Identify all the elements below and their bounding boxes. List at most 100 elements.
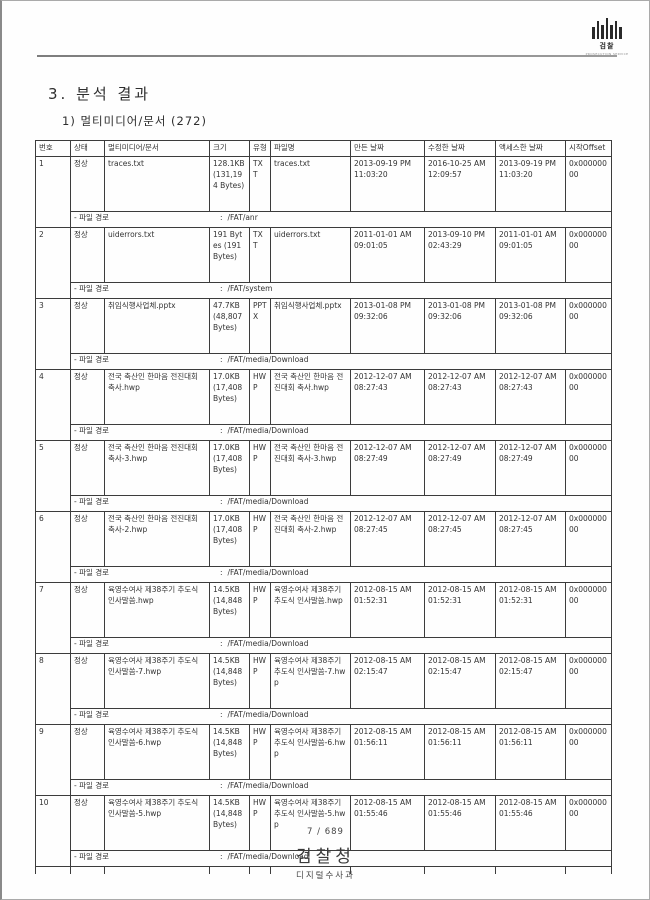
file-path-colon: : [220,709,223,719]
file-path-row: - 파일 경로: /FAT/media/Download [36,636,612,654]
page-indicator: 7 / 689 [307,827,344,837]
cell-number: 7 [35,581,71,654]
cell-created-date: 2012-08-15 AM 02:15:47 [350,652,425,709]
cell-document: 전국 축산인 한마음 전진대회 축사-2.hwp [104,510,210,567]
cell-accessed-date: 2013-09-19 PM 11:03:20 [495,155,566,212]
cell-modified-date: 2012-12-07 AM 08:27:45 [424,510,496,567]
table-row: 5 정상 전국 축산인 한마음 전진대회 축사-3.hwp 17.0KB (17… [35,439,612,512]
cell-filename: 육영수여사 제38주기 추도식 인사말씀-7.hwp [270,652,351,709]
table-row: 8 정상 육영수여사 제38주기 추도식 인사말씀-7.hwp 14.5KB (… [35,652,612,725]
cell-document: 육영수여사 제38주기 추도식 인사말씀.hwp [104,581,210,638]
logo-english-text: PROSECUTION SERVICE [585,52,629,56]
cell-status: 정상 [70,723,105,780]
file-path-colon: : [220,851,223,861]
cell-modified-date: 2012-08-15 AM 02:15:47 [424,652,496,709]
file-path-colon: : [220,425,223,435]
cell-accessed-date: 2012-08-15 AM 01:56:11 [495,723,566,780]
header-filename: 파일명 [270,140,351,157]
cell-filename: 육영수여사 제38주기 추도식 인사말씀.hwp [270,581,351,638]
file-path-row: - 파일 경로: /FAT/media/Download [36,423,612,441]
file-path-row: - 파일 경로: /FAT/system [36,281,612,299]
file-path-row: - 파일 경로: /FAT/anr [36,210,612,228]
cell-document: 육영수여사 제38주기 추도식 인사말씀-6.hwp [104,723,210,780]
cell-filename: 전국 축산인 한마음 전진대회 축사.hwp [270,368,351,425]
file-path-label: - 파일 경로 [74,567,110,577]
file-path-value: /FAT/media/Download [227,709,309,719]
cell-modified-date: 2016-10-25 AM 12:09:57 [424,155,496,212]
cell-type: TXT [249,226,271,283]
file-path-value: /FAT/anr [227,212,258,222]
cell-size: 14.5KB (14,848 Bytes) [209,581,250,638]
cell-number: 1 [35,155,71,228]
file-path-colon: : [220,354,223,364]
file-path-row: - 파일 경로: /FAT/media/Download [36,778,612,796]
file-path-label: - 파일 경로 [74,709,110,719]
cell-size: 17.0KB (17,408 Bytes) [209,439,250,496]
file-path-colon: : [220,638,223,648]
file-path-colon: : [220,496,223,506]
cell-created-date: 2012-12-07 AM 08:27:49 [350,439,425,496]
logo-bars-icon [583,17,631,39]
cell-type: HWP [249,581,271,638]
header-status: 상태 [70,140,105,157]
cell-modified-date: 2012-12-07 AM 08:27:49 [424,439,496,496]
cell-created-date: 2012-08-15 AM 01:55:46 [350,794,425,851]
cell-file-path: - 파일 경로: /FAT/media/Download [70,423,612,441]
cell-accessed-date: 2012-12-07 AM 08:27:49 [495,439,566,496]
file-path-value: /FAT/media/Download [227,638,309,648]
cell-document: 취임식행사업체.pptx [104,297,210,354]
cell-size: 47.7KB (48,807 Bytes) [209,297,250,354]
header-modified-date: 수정한 날짜 [424,140,496,157]
header-created-date: 만든 날짜 [350,140,425,157]
file-path-label: - 파일 경로 [74,496,110,506]
cell-type: HWP [249,510,271,567]
cell-file-path: - 파일 경로: /FAT/system [70,281,612,299]
file-path-colon: : [220,567,223,577]
cell-type: HWP [249,439,271,496]
cell-start-offset: 0x00000000 [565,581,612,638]
cell-modified-date: 2012-12-07 AM 08:27:43 [424,368,496,425]
cell-document: 전국 축산인 한마음 전진대회 축사.hwp [104,368,210,425]
cell-created-date: 2013-09-19 PM 11:03:20 [350,155,425,212]
file-path-value: /FAT/system [227,283,273,293]
cell-file-path: - 파일 경로: /FAT/media/Download [70,707,612,725]
footer-department: 디지털수사과 [296,871,355,881]
file-path-label: - 파일 경로 [74,780,110,790]
cell-file-path: - 파일 경로: /FAT/media/Download [70,636,612,654]
footer-organization: 검찰청 [296,847,355,867]
cell-status: 정상 [70,439,105,496]
file-path-label: - 파일 경로 [74,354,110,364]
file-path-colon: : [220,283,223,293]
subsection-title: 1) 멀티미디어/문서 (272) [62,114,207,128]
cell-file-path: - 파일 경로: /FAT/media/Download [70,494,612,512]
cell-filename: 육영수여사 제38주기 추도식 인사말씀-6.hwp [270,723,351,780]
header-document: 멀티미디어/문서 [104,140,210,157]
cell-start-offset: 0x00000000 [565,226,612,283]
header-accessed-date: 액세스한 날짜 [495,140,566,157]
file-path-value: /FAT/media/Download [227,354,309,364]
cell-created-date: 2012-08-15 AM 01:52:31 [350,581,425,638]
table-row: 1 정상 traces.txt 128.1KB (131,194 Bytes) … [35,155,612,228]
file-path-colon: : [220,212,223,222]
cell-modified-date: 2012-08-15 AM 01:56:11 [424,723,496,780]
table-header-row: 번호 상태 멀티미디어/문서 크기 유형 파일명 만든 날짜 수정한 날짜 액세… [35,140,612,157]
cell-file-path: - 파일 경로: /FAT/anr [70,210,612,228]
cell-file-path: - 파일 경로: /FAT/media/Download [70,778,612,796]
cell-number: 8 [35,652,71,725]
cell-size: 128.1KB (131,194 Bytes) [209,155,250,212]
file-path-value: /FAT/media/Download [227,496,309,506]
table-row: 3 정상 취임식행사업체.pptx 47.7KB (48,807 Bytes) … [35,297,612,370]
cell-file-path: - 파일 경로: /FAT/media/Download [70,849,612,867]
cell-accessed-date: 2012-12-07 AM 08:27:43 [495,368,566,425]
file-path-row: - 파일 경로: /FAT/media/Download [36,352,612,370]
cell-modified-date: 2012-08-15 AM 01:52:31 [424,581,496,638]
table-row: 2 정상 uiderrors.txt 191 Bytes (191 Bytes)… [35,226,612,299]
cell-status: 정상 [70,652,105,709]
cell-created-date: 2012-08-15 AM 01:56:11 [350,723,425,780]
cell-status: 정상 [70,155,105,212]
cell-accessed-date: 2013-01-08 PM 09:32:06 [495,297,566,354]
cell-start-offset: 0x00000000 [565,510,612,567]
cell-file-path: - 파일 경로: /FAT/media/Download [70,565,612,583]
cell-status: 정상 [70,297,105,354]
